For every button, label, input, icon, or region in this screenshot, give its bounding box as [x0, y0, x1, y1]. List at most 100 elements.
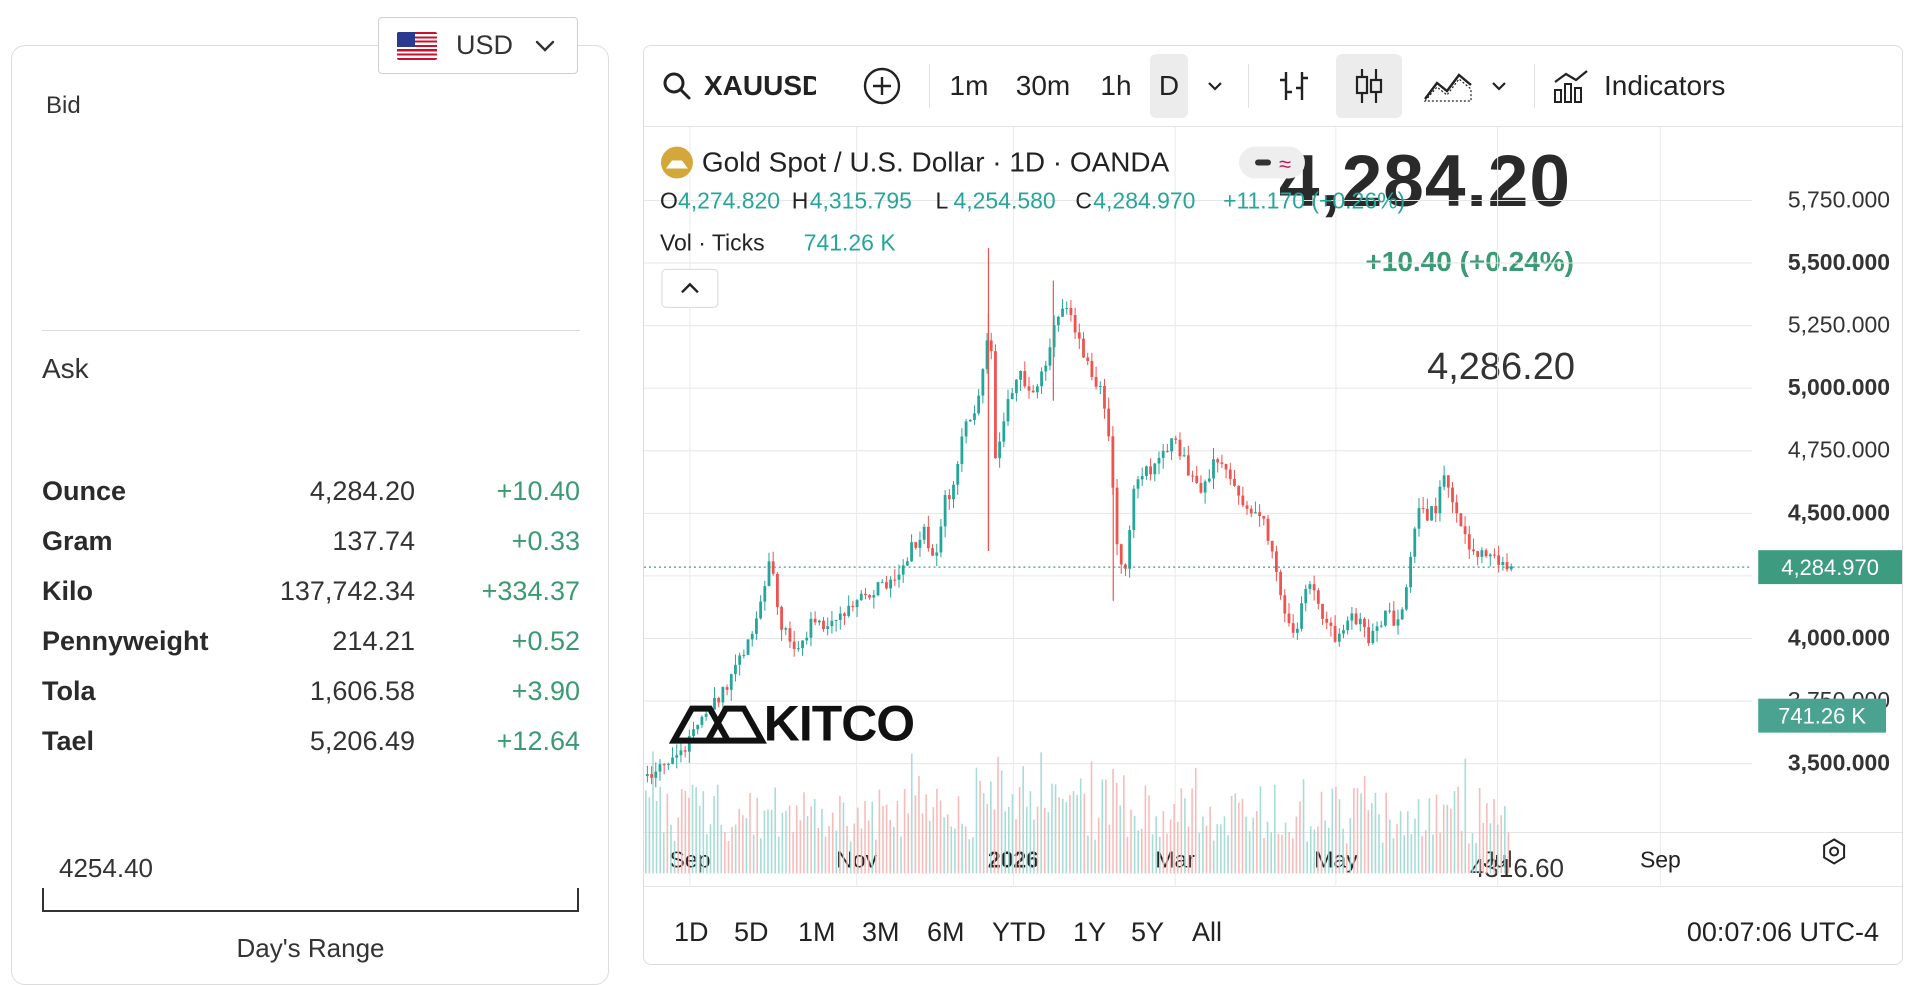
volume-bar — [1338, 799, 1341, 874]
candle-body — [1467, 534, 1471, 550]
volume-bar — [716, 784, 719, 874]
volume-bar — [1223, 816, 1226, 874]
range-3m[interactable]: 3M — [862, 917, 900, 947]
currency-selector[interactable]: USD — [378, 17, 578, 74]
candle-body — [1287, 613, 1291, 624]
interval-d[interactable]: D — [1150, 54, 1188, 118]
volume-bar — [662, 832, 665, 874]
compare-symbol-button[interactable] — [862, 66, 902, 106]
unit-price: 214.21 — [332, 626, 415, 656]
bar-chart-type-button[interactable] — [1274, 64, 1314, 108]
volume-bar — [910, 753, 913, 874]
volume-bar — [1097, 817, 1100, 874]
volume-bar — [1087, 835, 1089, 874]
volume-bar — [731, 826, 733, 874]
candle-body — [755, 618, 758, 634]
volume-bar — [1230, 795, 1233, 874]
candle-body — [931, 548, 934, 556]
candle-body — [1186, 455, 1190, 476]
volume-bar — [1072, 791, 1075, 874]
y-axis-label: 4,000.000 — [1788, 624, 1890, 650]
candle-body — [1191, 475, 1194, 477]
candle-body — [1266, 518, 1270, 541]
interval-1h[interactable]: 1h — [1100, 70, 1132, 101]
candle-body — [1145, 466, 1148, 476]
volume-bar — [1367, 810, 1370, 874]
volume-bar — [713, 796, 715, 874]
volume-bar — [688, 797, 690, 874]
volume-bar — [1353, 788, 1355, 874]
candle-body — [1258, 512, 1262, 517]
range-1m[interactable]: 1M — [798, 917, 836, 947]
volume-bar — [831, 812, 834, 874]
range-1d[interactable]: 1D — [674, 917, 709, 947]
unit-name: Ounce — [42, 476, 127, 506]
volume-bar — [652, 751, 654, 874]
interval-30m[interactable]: 30m — [1015, 70, 1071, 101]
volume-bar — [1504, 806, 1506, 874]
y-axis-label: 5,750.000 — [1788, 186, 1890, 212]
candlestick-icon — [1355, 69, 1383, 103]
candle-body — [1421, 508, 1425, 510]
volume-bar — [979, 780, 981, 874]
chart-type-dropdown[interactable] — [1484, 66, 1514, 106]
volume-bar — [659, 786, 661, 874]
volume-bar — [1270, 832, 1273, 874]
candle-body — [1241, 495, 1245, 506]
candle-body — [1476, 551, 1480, 557]
range-5d[interactable]: 5D — [734, 917, 769, 947]
candle-body — [880, 582, 884, 584]
volume-bar — [1227, 835, 1229, 874]
interval-1m[interactable]: 1m — [949, 70, 989, 101]
unit-price: 137,742.34 — [279, 576, 415, 606]
unit-change: +0.33 — [511, 526, 580, 556]
wave-icon: ≈ — [1279, 152, 1291, 177]
volume-bar — [709, 824, 712, 874]
volume-bar — [774, 787, 776, 874]
candle-body — [1505, 562, 1509, 570]
candle-body — [771, 561, 775, 574]
volume-bar — [1151, 834, 1154, 874]
volume-bar — [1238, 802, 1240, 874]
unit-name: Kilo — [42, 576, 93, 606]
chart-clock[interactable]: 00:07:06 UTC-4 — [1686, 917, 1879, 947]
volume-bar — [1083, 793, 1086, 874]
candle-body — [981, 369, 985, 396]
volume-bar — [1439, 832, 1441, 874]
indicators-button[interactable]: Indicators — [1552, 64, 1725, 108]
candle-chart-type-button[interactable] — [1336, 54, 1402, 118]
volume-bar — [975, 767, 978, 874]
volume-bar — [964, 826, 967, 874]
volume-bar — [763, 810, 766, 874]
volume-bar — [1345, 843, 1348, 874]
volume-bar — [767, 809, 769, 874]
candle-body — [1132, 488, 1136, 530]
range-1y[interactable]: 1Y — [1073, 917, 1107, 947]
symbol-search[interactable]: XAUUSD — [662, 64, 816, 108]
volume-bar — [803, 792, 805, 874]
interval-dropdown[interactable] — [1200, 66, 1230, 106]
volume-bar — [1033, 819, 1035, 874]
ohlc-label: H — [792, 187, 809, 213]
volume-bar — [1266, 821, 1269, 874]
volume-bar — [993, 809, 996, 874]
volume-bar — [1040, 752, 1042, 874]
range-all[interactable]: All — [1192, 917, 1223, 947]
volume-bar — [889, 819, 892, 874]
area-chart-type-button[interactable] — [1422, 64, 1474, 108]
volume-bar — [1054, 784, 1057, 874]
candle-body — [1212, 459, 1215, 479]
range-6m[interactable]: 6M — [927, 917, 965, 947]
range-ytd[interactable]: YTD — [992, 917, 1046, 947]
range-5y[interactable]: 5Y — [1131, 917, 1165, 947]
candle-body — [650, 774, 653, 778]
volume-bar — [1446, 804, 1449, 874]
candle-body — [729, 674, 733, 690]
volume-bar — [1421, 835, 1423, 874]
volume-bar — [1453, 790, 1456, 874]
price-chart[interactable]: 5,750.000 5,500.000 5,250.000 5,000.000 4,75… — [644, 126, 1902, 886]
candle-body — [1082, 338, 1085, 358]
candle-body — [885, 582, 888, 589]
candle-body — [809, 618, 813, 638]
candle-body — [1111, 436, 1115, 488]
